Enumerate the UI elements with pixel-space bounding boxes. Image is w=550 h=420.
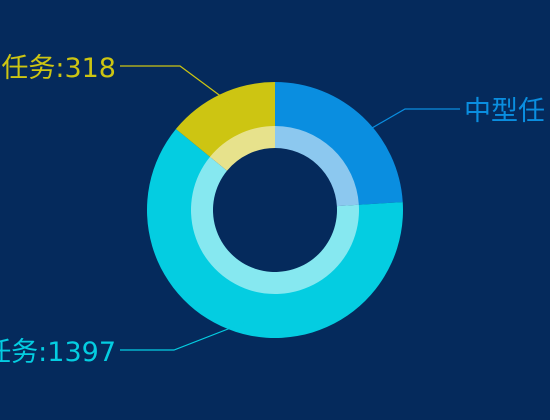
outer-slice: [146, 128, 403, 338]
outer-slice: [275, 82, 403, 205]
inner-slice: [209, 126, 275, 171]
leader-line: [120, 65, 231, 104]
inner-slice: [190, 156, 359, 294]
inner-slice: [275, 126, 359, 207]
slice-label: 中型任: [464, 96, 545, 127]
slice-label: 任务:1397: [0, 337, 116, 368]
outer-slice: [175, 82, 275, 159]
leader-line: [120, 321, 247, 351]
leader-line: [371, 108, 460, 129]
slice-label: 任务:318: [1, 53, 116, 84]
